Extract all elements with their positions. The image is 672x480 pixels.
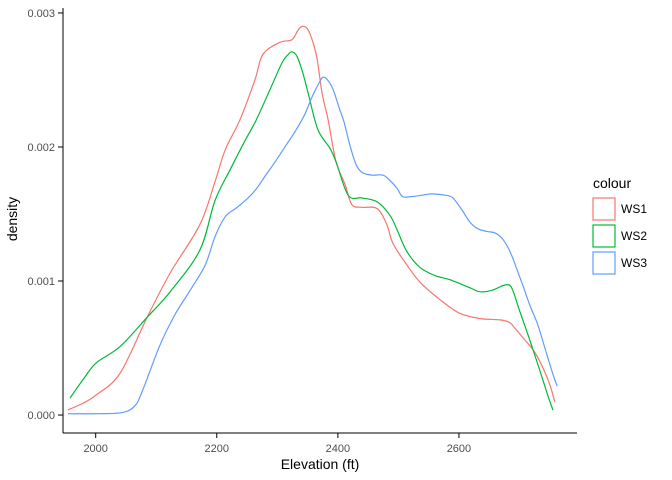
legend-key-ws3: [592, 251, 616, 275]
y-axis-title: density: [4, 197, 20, 241]
x-axis-title: Elevation (ft): [281, 456, 360, 472]
density-curve-ws2: [69, 51, 554, 411]
x-tick-label: 2600: [447, 443, 471, 455]
x-tick-label: 2400: [326, 443, 350, 455]
x-tick-label: 2000: [83, 443, 107, 455]
curves-layer: [67, 25, 558, 415]
legend-key-ws1: [592, 197, 616, 221]
legend-title: colour: [593, 175, 631, 191]
y-tick-label: 0.000: [27, 410, 55, 422]
legend-label-ws2: WS2: [621, 229, 647, 243]
legend: colour WS1 WS2 WS3: [592, 175, 647, 275]
y-tick-label: 0.001: [27, 276, 55, 288]
y-tick-label: 0.003: [27, 8, 55, 20]
density-curve-ws1: [67, 25, 556, 411]
legend-label-ws1: WS1: [621, 202, 647, 216]
legend-label-ws3: WS3: [621, 256, 647, 270]
density-curve-ws3: [67, 76, 558, 415]
x-tick-label: 2200: [205, 443, 229, 455]
axes-layer: 2000 2200 2400 2600 0.000 0.001 0.002 0.003: [27, 8, 577, 455]
y-tick-label: 0.002: [27, 142, 55, 154]
legend-key-ws2: [592, 224, 616, 248]
